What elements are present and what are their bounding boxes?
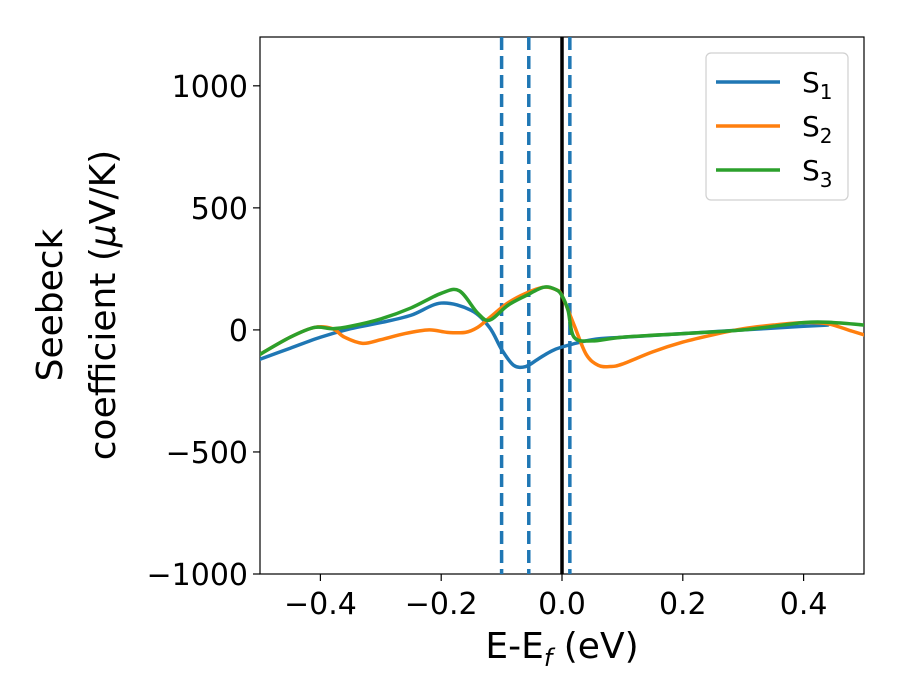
x-tick-label: 0.0 <box>538 587 586 622</box>
legend-label-s1: S1 <box>802 66 833 104</box>
y-tick-label: −1000 <box>147 558 248 593</box>
y-tick-label: 500 <box>191 192 248 227</box>
x-axis-ticks: −0.4 −0.2 0.0 0.2 0.4 <box>284 574 827 622</box>
y-tick-label: −500 <box>166 436 248 471</box>
y-axis-ticks: −1000 −500 0 500 1000 <box>147 70 260 593</box>
x-axis-label: E-Ef (eV) <box>485 626 638 672</box>
legend-label-s3: S3 <box>802 154 833 192</box>
y-axis-label-line1: Seebeck <box>30 228 71 381</box>
y-axis-label-line2: coefficient (μV/K) <box>83 150 124 460</box>
y-tick-label: 1000 <box>172 70 248 105</box>
legend-label-s2: S2 <box>802 110 833 148</box>
series-layer <box>260 285 864 370</box>
legend: S1 S2 S3 <box>705 52 849 201</box>
y-tick-label: 0 <box>229 314 248 349</box>
x-tick-label: −0.4 <box>284 587 357 622</box>
x-tick-label: −0.2 <box>405 587 478 622</box>
series-line-s3 <box>260 285 864 357</box>
x-tick-label: 0.4 <box>780 587 828 622</box>
x-tick-label: 0.2 <box>659 587 707 622</box>
y-axis-label: Seebeck coefficient (μV/K) <box>30 150 124 460</box>
